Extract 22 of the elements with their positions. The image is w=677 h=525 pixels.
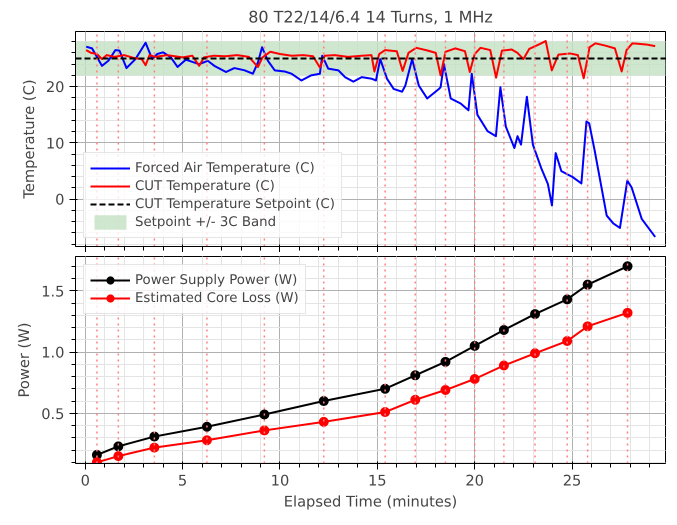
chart-title: 80 T22/14/6.4 14 Turns, 1 MHz bbox=[248, 8, 493, 26]
x-tick-label: 20 bbox=[465, 472, 484, 490]
legend-label: Power Supply Power (W) bbox=[135, 272, 298, 289]
x-axis-title: Elapsed Time (minutes) bbox=[284, 494, 458, 510]
x-tick-label: 10 bbox=[270, 472, 290, 490]
x-tick-label: 0 bbox=[80, 472, 90, 490]
x-tick-label: 15 bbox=[368, 472, 387, 490]
x-tick-label: 5 bbox=[178, 472, 188, 490]
y-tick-label: 0.5 bbox=[41, 406, 65, 423]
legend-label: CUT Temperature Setpoint (C) bbox=[135, 196, 335, 213]
legend-label: CUT Temperature (C) bbox=[135, 178, 275, 195]
y-axis-title: Temperature (C) bbox=[20, 79, 38, 200]
legend-label: Forced Air Temperature (C) bbox=[135, 160, 315, 177]
y-tick-label: 1.0 bbox=[41, 344, 65, 362]
y-tick-label: 20 bbox=[46, 79, 65, 96]
y-tick-label: 10 bbox=[46, 135, 65, 152]
legend-label: Setpoint +/- 3C Band bbox=[135, 214, 276, 231]
y-axis-title: Power (W) bbox=[16, 322, 34, 398]
x-tick-label: 25 bbox=[562, 472, 582, 490]
legend-label: Estimated Core Loss (W) bbox=[135, 290, 299, 307]
y-tick-label: 1.5 bbox=[41, 283, 65, 300]
y-tick-label: 0 bbox=[55, 192, 65, 209]
